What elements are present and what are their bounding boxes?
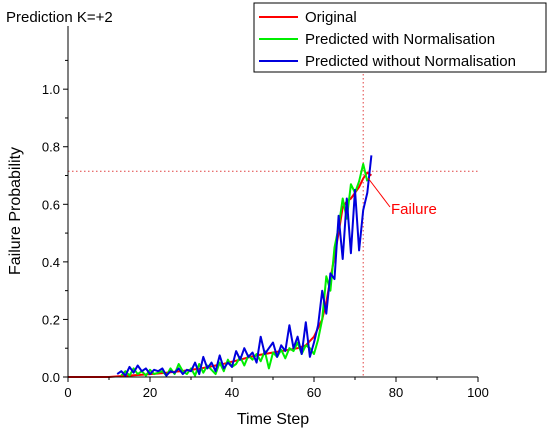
legend-label-3: Predicted without Normalisation [305,53,516,70]
failure-arrow [367,177,391,208]
x-tick-label: 20 [143,385,157,400]
y-tick-label: 0.2 [42,312,60,327]
y-tick-label: 1.0 [42,82,60,97]
legend: Original Predicted with Normalisation Pred… [253,2,547,73]
legend-box [253,2,547,73]
series-line-3 [116,155,373,377]
y-tick-label: 0.0 [42,370,60,385]
plot-area [68,46,478,377]
x-tick-label: 60 [307,385,321,400]
x-tick-label: 100 [467,385,489,400]
legend-label-2: Predicted with Normalisation [305,31,495,48]
ticks: 0 20 40 60 80 100 0.0 0.2 0.4 0.6 0.8 1.0 [42,59,489,400]
y-tick-label: 0.6 [42,197,60,212]
y-tick-label: 0.8 [42,140,60,155]
chart-title: Prediction K=+2 [6,9,113,26]
y-axis-title: Failure Probability [7,147,24,275]
failure-annotation: Failure [391,201,437,218]
series-line-2 [120,163,369,377]
series-line-1 [68,171,372,378]
x-tick-label: 80 [389,385,403,400]
series-layer [68,155,373,378]
x-tick-label: 40 [225,385,239,400]
x-axis-title: Time Step [237,411,309,428]
y-tick-label: 0.4 [42,255,60,270]
x-tick-label: 0 [64,385,71,400]
legend-label-1: Original [305,9,357,26]
plot-background [68,46,478,377]
